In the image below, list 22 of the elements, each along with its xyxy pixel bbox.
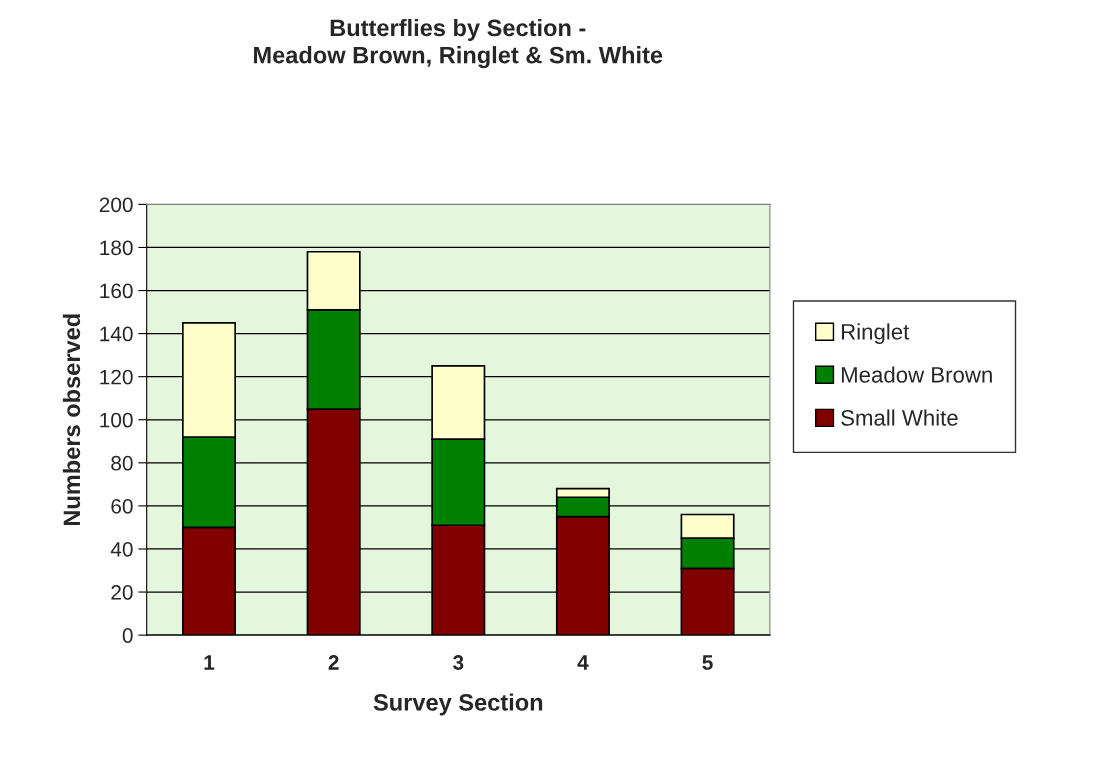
y-tick-label: 0 [122,628,133,643]
x-tick-label: 3 [452,655,464,670]
y-tick-label: 60 [111,498,133,514]
y-axis-title: Numbers observed [62,314,81,526]
y-tick-label: 20 [111,585,133,600]
x-tick-label: 5 [702,655,713,670]
y-tick-label: 160 [100,283,133,299]
y-tick-label: 200 [99,197,133,213]
x-axis-title: Survey Section [373,693,543,716]
y-tick-label: 40 [110,541,133,557]
legend-label: Meadow Brown [841,366,992,383]
x-tick-label: 1 [204,655,215,670]
y-tick-label: 100 [100,412,133,428]
legend-label: Ringlet [841,323,910,345]
y-tick-label: 140 [100,326,133,342]
legend-label: Small White [841,409,958,426]
x-tick-label: 4 [577,655,589,670]
y-tick-label: 80 [111,455,133,471]
chart-title: Butterflies by Section - Meadow Brown, Ringlet & Sm. White [254,18,663,69]
x-tick-label: 2 [328,655,339,670]
y-tick-label: 120 [100,369,133,385]
y-tick-label: 180 [100,240,133,256]
